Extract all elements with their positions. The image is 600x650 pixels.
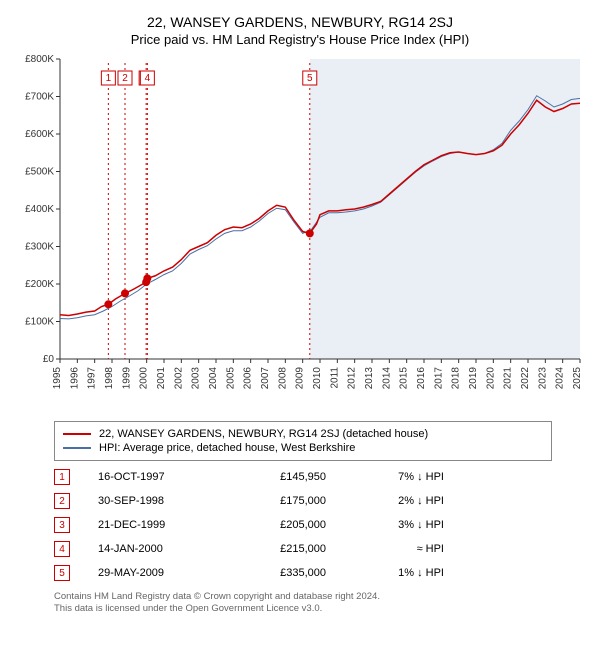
tx-date: 14-JAN-2000	[98, 543, 208, 555]
svg-text:1: 1	[106, 73, 112, 84]
transaction-table: 1 16-OCT-1997 £145,950 7% ↓ HPI 2 30-SEP-1998…	[54, 467, 588, 587]
chart-title: 22, WANSEY GARDENS, NEWBURY, RG14 2SJ	[12, 14, 588, 30]
svg-text:£0: £0	[43, 354, 55, 365]
chart-subtitle: Price paid vs. HM Land Registry's House …	[12, 32, 588, 47]
footer-line: This data is licensed under the Open Gov…	[54, 603, 580, 615]
svg-text:£600K: £600K	[25, 129, 54, 140]
svg-text:£800K: £800K	[25, 54, 54, 65]
svg-text:2000: 2000	[139, 367, 150, 390]
tx-date: 16-OCT-1997	[98, 471, 208, 483]
tx-diff: ≈ HPI	[354, 543, 444, 555]
tx-price: £335,000	[236, 567, 326, 579]
transaction-row: 1 16-OCT-1997 £145,950 7% ↓ HPI	[54, 467, 588, 491]
svg-text:£500K: £500K	[25, 167, 54, 178]
svg-text:2025: 2025	[572, 367, 583, 390]
svg-text:£400K: £400K	[25, 204, 54, 215]
svg-text:2016: 2016	[416, 367, 427, 390]
svg-text:2017: 2017	[433, 367, 444, 390]
svg-text:2022: 2022	[520, 367, 531, 390]
tx-marker: 1	[54, 469, 70, 485]
svg-text:2008: 2008	[277, 367, 288, 390]
legend-swatch	[63, 433, 91, 435]
tx-date: 30-SEP-1998	[98, 495, 208, 507]
legend-row: HPI: Average price, detached house, West…	[63, 442, 543, 454]
svg-text:£100K: £100K	[25, 317, 54, 328]
transaction-row: 5 29-MAY-2009 £335,000 1% ↓ HPI	[54, 563, 588, 587]
tx-marker: 3	[54, 517, 70, 533]
svg-text:2014: 2014	[381, 367, 392, 390]
legend-row: 22, WANSEY GARDENS, NEWBURY, RG14 2SJ (d…	[63, 428, 543, 440]
svg-text:2006: 2006	[243, 367, 254, 390]
svg-text:2001: 2001	[156, 367, 167, 390]
transaction-row: 2 30-SEP-1998 £175,000 2% ↓ HPI	[54, 491, 588, 515]
svg-text:2: 2	[122, 73, 128, 84]
svg-text:1996: 1996	[69, 367, 80, 390]
svg-text:1995: 1995	[52, 367, 63, 390]
svg-text:1997: 1997	[87, 367, 98, 390]
svg-text:4: 4	[145, 73, 151, 84]
tx-diff: 2% ↓ HPI	[354, 495, 444, 507]
tx-price: £175,000	[236, 495, 326, 507]
svg-text:£300K: £300K	[25, 242, 54, 253]
tx-diff: 1% ↓ HPI	[354, 567, 444, 579]
tx-marker: 5	[54, 565, 70, 581]
svg-text:2021: 2021	[503, 367, 514, 390]
page-root: 22, WANSEY GARDENS, NEWBURY, RG14 2SJ Pr…	[0, 0, 600, 650]
legend-label: 22, WANSEY GARDENS, NEWBURY, RG14 2SJ (d…	[99, 428, 428, 440]
tx-marker: 4	[54, 541, 70, 557]
svg-text:2009: 2009	[295, 367, 306, 390]
tx-date: 29-MAY-2009	[98, 567, 208, 579]
svg-text:2004: 2004	[208, 367, 219, 390]
transaction-row: 4 14-JAN-2000 £215,000 ≈ HPI	[54, 539, 588, 563]
price-chart: £0 £100K £200K £300K £400K £500K £600K £700K £80…	[12, 53, 588, 413]
svg-text:£700K: £700K	[25, 92, 54, 103]
tx-price: £205,000	[236, 519, 326, 531]
svg-text:2010: 2010	[312, 367, 323, 390]
tx-date: 21-DEC-1999	[98, 519, 208, 531]
svg-text:2002: 2002	[173, 367, 184, 390]
svg-text:£200K: £200K	[25, 279, 54, 290]
svg-text:2018: 2018	[451, 367, 462, 390]
svg-text:5: 5	[307, 73, 313, 84]
svg-text:2007: 2007	[260, 367, 271, 390]
tx-price: £215,000	[236, 543, 326, 555]
transaction-row: 3 21-DEC-1999 £205,000 3% ↓ HPI	[54, 515, 588, 539]
svg-text:2003: 2003	[191, 367, 202, 390]
svg-text:2005: 2005	[225, 367, 236, 390]
svg-text:2012: 2012	[347, 367, 358, 390]
svg-text:2024: 2024	[555, 367, 566, 390]
legend-label: HPI: Average price, detached house, West…	[99, 442, 355, 454]
tx-marker: 2	[54, 493, 70, 509]
svg-text:2015: 2015	[399, 367, 410, 390]
tx-diff: 3% ↓ HPI	[354, 519, 444, 531]
svg-text:1999: 1999	[121, 367, 132, 390]
svg-text:1998: 1998	[104, 367, 115, 390]
tx-diff: 7% ↓ HPI	[354, 471, 444, 483]
footer-line: Contains HM Land Registry data © Crown c…	[54, 591, 580, 603]
chart-container: £0 £100K £200K £300K £400K £500K £600K £700K £80…	[12, 53, 588, 413]
legend-swatch	[63, 447, 91, 449]
svg-text:2019: 2019	[468, 367, 479, 390]
svg-text:2023: 2023	[537, 367, 548, 390]
svg-text:2020: 2020	[485, 367, 496, 390]
svg-text:2011: 2011	[329, 367, 340, 389]
footer: Contains HM Land Registry data © Crown c…	[54, 591, 580, 616]
svg-text:2013: 2013	[364, 367, 375, 390]
legend: 22, WANSEY GARDENS, NEWBURY, RG14 2SJ (d…	[54, 421, 552, 461]
tx-price: £145,950	[236, 471, 326, 483]
